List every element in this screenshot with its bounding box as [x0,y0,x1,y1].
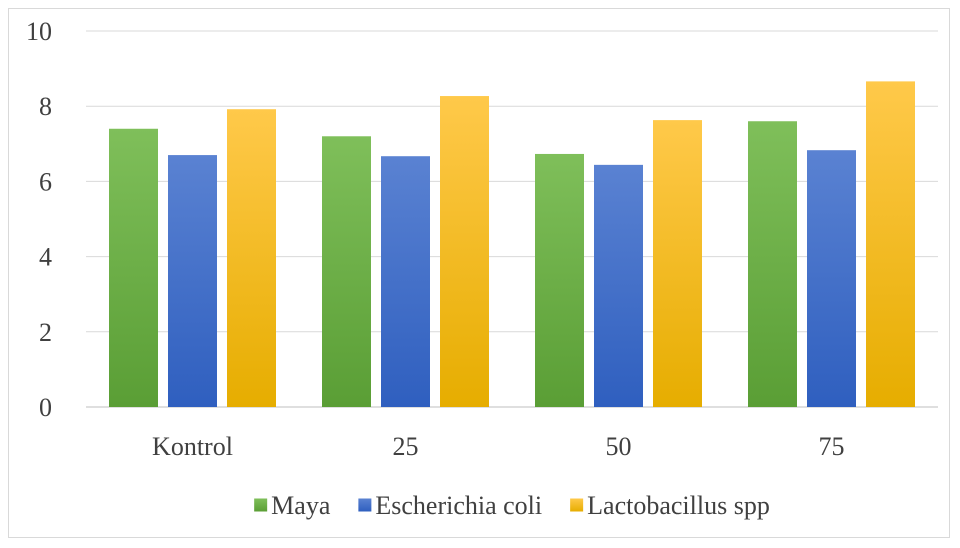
legend-swatch [254,498,268,512]
bar-maya-50 [535,153,584,407]
bar-lactobacillus-spp-kontrol [227,109,276,407]
bar-escherichia-coli-kontrol [168,155,217,407]
legend-swatch [570,498,584,512]
x-axis-ticks: Kontrol 25 50 75 [152,432,844,461]
bar-maya-kontrol [109,128,158,407]
bar-lactobacillus-spp-50 [653,120,702,407]
bar-escherichia-coli-50 [594,164,643,407]
bar-lactobacillus-spp-75 [866,81,915,407]
legend: Maya Escherichia coli Lactobacillus spp [254,491,770,520]
y-axis-ticks: 0 2 4 6 8 10 [26,17,52,422]
y-tick-label: 0 [39,393,52,422]
bar-escherichia-coli-75 [807,150,856,407]
legend-label: Escherichia coli [375,491,542,520]
legend-item: Escherichia coli [358,491,542,520]
y-tick-label: 8 [39,92,52,121]
x-tick-label: 50 [606,432,632,461]
y-tick-label: 4 [39,243,52,272]
bars [109,81,915,408]
y-tick-label: 6 [39,167,52,196]
y-tick-label: 2 [39,318,52,347]
legend-label: Lactobacillus spp [587,491,770,520]
bar-maya-25 [322,136,371,407]
x-tick-label: Kontrol [152,432,233,461]
y-tick-label: 10 [26,17,52,46]
bar-lactobacillus-spp-25 [440,96,489,407]
bar-escherichia-coli-25 [381,156,430,407]
x-tick-label: 25 [393,432,419,461]
x-tick-label: 75 [819,432,845,461]
legend-swatch [358,498,372,512]
bar-maya-75 [748,121,797,408]
legend-item: Lactobacillus spp [570,491,770,520]
legend-label: Maya [271,491,331,520]
legend-item: Maya [254,491,331,520]
